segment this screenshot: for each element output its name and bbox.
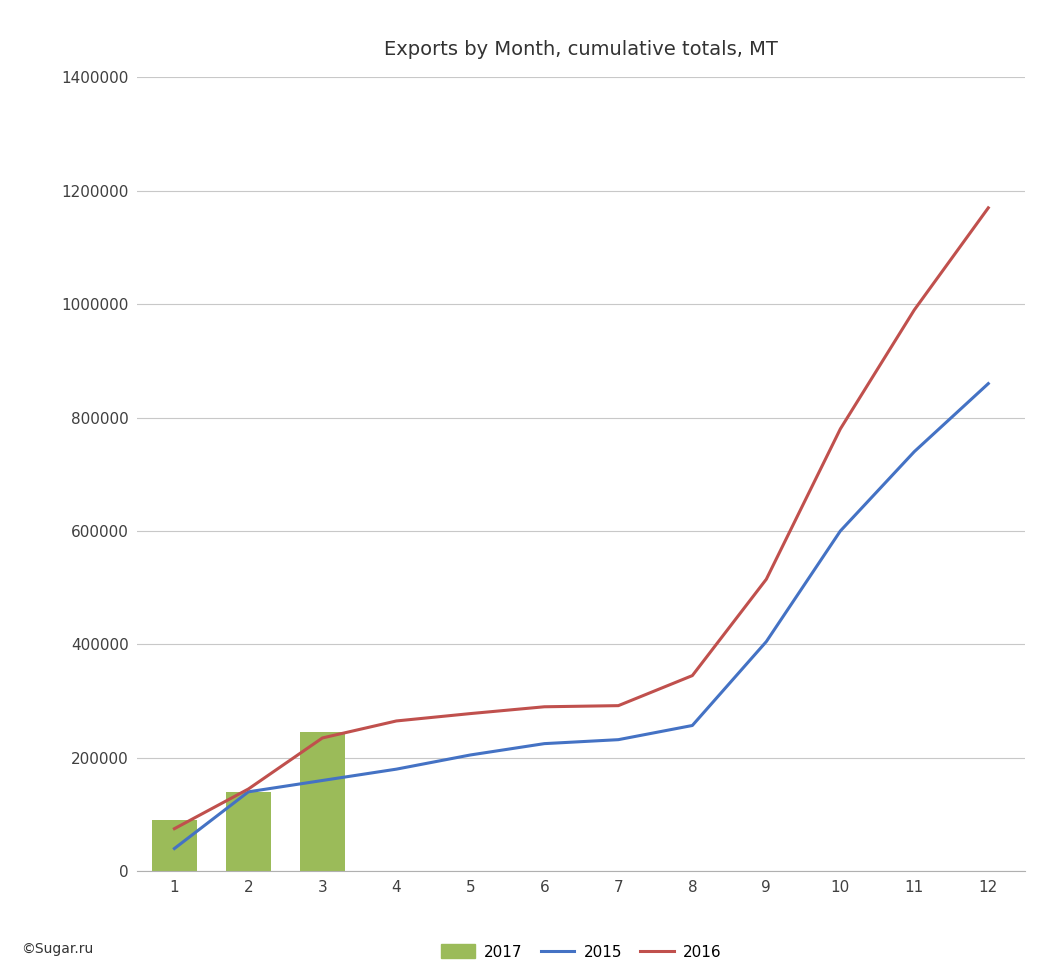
Legend: 2017, 2015, 2016: 2017, 2015, 2016 [434,938,728,966]
Bar [152,820,197,871]
Bar [300,732,345,871]
Title: Exports by Month, cumulative totals, MT: Exports by Month, cumulative totals, MT [385,41,778,59]
Text: ©Sugar.ru: ©Sugar.ru [21,943,93,956]
Bar [226,792,271,871]
